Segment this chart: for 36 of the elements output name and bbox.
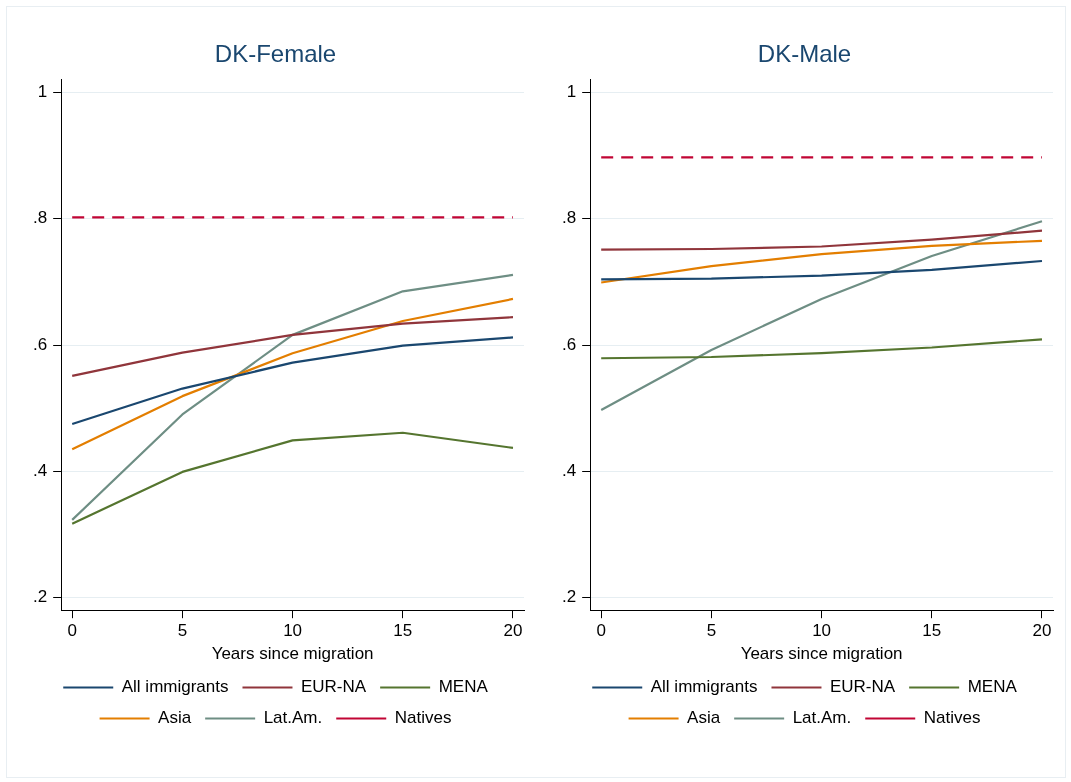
legend-label: Lat.Am. (263, 708, 323, 728)
x-tick-label: 15 (922, 621, 942, 641)
y-tick-label: .4 (561, 460, 577, 480)
x-tick-label: 5 (177, 621, 188, 641)
legend-label: All immigrants (121, 677, 229, 697)
x-tick-label: 5 (706, 621, 717, 641)
legend-label: Lat.Am. (792, 708, 852, 728)
x-tick-label: 20 (503, 621, 523, 641)
y-tick-label: .6 (32, 334, 48, 354)
y-tick-label: .8 (32, 208, 48, 228)
x-tick-label: 0 (67, 621, 77, 641)
y-tick-label: .6 (561, 334, 577, 354)
x-axis-title: Years since migration (740, 644, 903, 664)
legend-label: MENA (438, 677, 489, 697)
legend-label: Asia (687, 708, 721, 728)
x-tick-label: 15 (393, 621, 413, 641)
legend-label: EUR-NA (300, 677, 367, 697)
y-tick-label: 1 (566, 82, 577, 102)
y-tick-label: .2 (32, 587, 48, 607)
chart-title: DK-Female (214, 40, 337, 68)
x-tick-label: 10 (283, 621, 303, 641)
y-tick-label: 1 (37, 82, 48, 102)
legend-label: All immigrants (650, 677, 758, 697)
legend-label: EUR-NA (829, 677, 896, 697)
x-tick-label: 0 (596, 621, 606, 641)
chart-title: DK-Male (757, 40, 852, 68)
x-tick-label: 10 (812, 621, 832, 641)
x-axis-title: Years since migration (211, 644, 374, 664)
y-tick-label: .4 (32, 460, 48, 480)
legend-label: Natives (394, 708, 452, 728)
legend-label: MENA (967, 677, 1018, 697)
legend-label: Natives (923, 708, 981, 728)
x-tick-label: 20 (1032, 621, 1052, 641)
y-tick-label: .2 (561, 587, 577, 607)
legend-label: Asia (158, 708, 192, 728)
y-tick-label: .8 (561, 208, 577, 228)
